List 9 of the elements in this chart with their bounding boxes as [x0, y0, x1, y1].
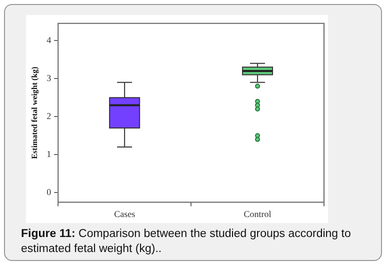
y-tick-label: 0 — [46, 187, 52, 198]
y-axis-title: Estimated fetal weight (kg) — [30, 66, 39, 159]
y-tick-label: 2 — [46, 110, 52, 121]
caption: Figure 11: Comparison between the studied groups according to estimated fetal weight (kg).. — [21, 227, 352, 257]
y-tick-label: 1 — [46, 149, 52, 160]
x-tick-label: Control — [244, 208, 272, 219]
y-tick-label: 4 — [46, 34, 52, 45]
x-tick-label: Cases — [114, 208, 136, 219]
y-tick-label: 3 — [46, 72, 52, 83]
